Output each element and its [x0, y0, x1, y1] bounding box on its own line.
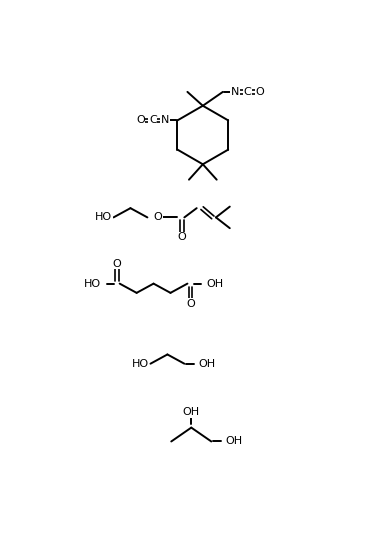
Text: O: O — [255, 87, 264, 97]
Text: OH: OH — [206, 279, 223, 289]
Text: O: O — [178, 233, 187, 243]
Text: C: C — [244, 87, 251, 97]
Text: O: O — [112, 259, 121, 269]
Text: N: N — [161, 115, 169, 125]
Text: N: N — [231, 87, 239, 97]
Text: O: O — [136, 115, 145, 125]
Text: HO: HO — [95, 212, 112, 222]
Text: C: C — [149, 115, 157, 125]
Text: O: O — [186, 299, 195, 309]
Text: HO: HO — [132, 358, 149, 369]
Text: O: O — [154, 212, 162, 222]
Text: OH: OH — [225, 437, 242, 447]
Text: OH: OH — [198, 358, 215, 369]
Text: HO: HO — [84, 279, 101, 289]
Text: OH: OH — [183, 407, 200, 417]
